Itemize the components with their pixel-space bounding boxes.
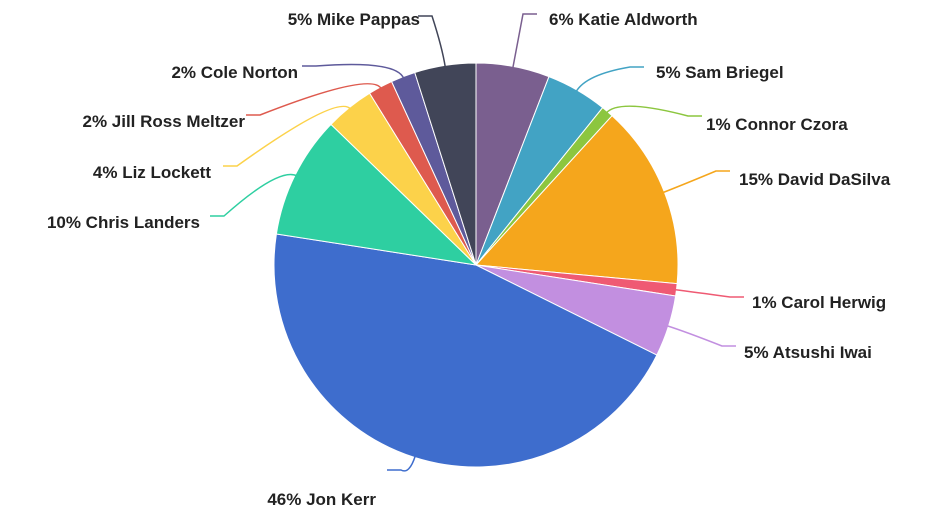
slices-layer: [273, 62, 679, 468]
slice-label-katie-aldworth: 6% Katie Aldworth: [549, 10, 698, 29]
leader-line-jill-ross-meltzer: [246, 83, 383, 116]
slice-label-jill-ross-meltzer: 2% Jill Ross Meltzer: [82, 112, 245, 131]
leader-line-connor-czora: [605, 105, 702, 117]
leader-line-liz-lockett: [223, 105, 352, 167]
slice-label-sam-briegel: 5% Sam Briegel: [656, 63, 784, 82]
slice-label-atsushi-iwai: 5% Atsushi Iwai: [744, 343, 872, 362]
slice-label-mike-pappas: 5% Mike Pappas: [288, 10, 420, 29]
slice-label-carol-herwig: 1% Carol Herwig: [752, 293, 886, 312]
leader-line-carol-herwig: [674, 288, 744, 298]
leader-line-katie-aldworth: [512, 13, 537, 69]
leader-line-david-dasilva: [662, 170, 730, 194]
slice-label-david-dasilva: 15% David DaSilva: [739, 170, 891, 189]
leader-lines-layer: [210, 13, 744, 472]
slice-label-connor-czora: 1% Connor Czora: [706, 115, 848, 134]
slice-label-chris-landers: 10% Chris Landers: [47, 213, 200, 232]
leader-line-chris-landers: [210, 173, 298, 217]
slice-label-jon-kerr: 46% Jon Kerr: [267, 490, 376, 509]
leader-line-atsushi-iwai: [666, 324, 736, 347]
leader-line-sam-briegel: [575, 66, 644, 93]
labels-layer: 6% Katie Aldworth 5% Sam Briegel 1% Connor…: [47, 10, 891, 509]
leader-line-mike-pappas: [418, 15, 447, 68]
leader-line-cole-norton: [302, 63, 405, 79]
leader-line-jon-kerr: [387, 455, 417, 472]
slice-label-cole-norton: 2% Cole Norton: [171, 63, 298, 82]
slice-label-liz-lockett: 4% Liz Lockett: [93, 163, 211, 182]
